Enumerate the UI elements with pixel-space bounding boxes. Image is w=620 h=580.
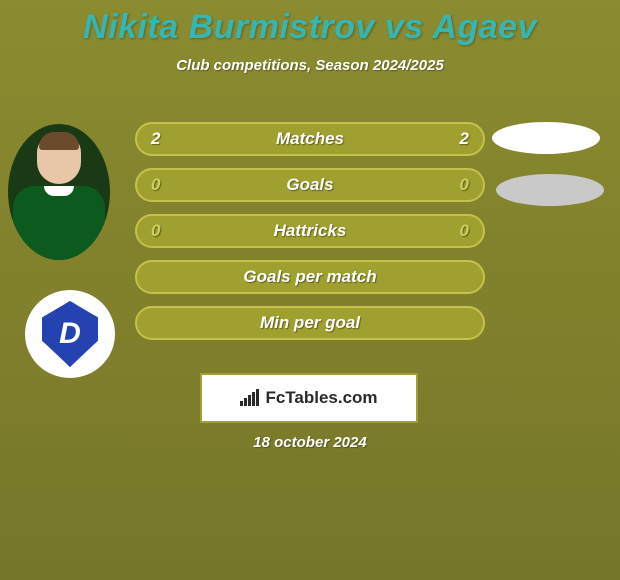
badge-letter: D	[59, 317, 81, 351]
stat-row: 0 Goals 0	[135, 168, 485, 202]
date-label: 18 october 2024	[0, 434, 620, 451]
player-avatar	[8, 124, 110, 260]
stat-value-right: 0	[460, 175, 469, 195]
brand-text: FcTables.com	[265, 388, 377, 408]
player-head	[37, 134, 81, 184]
brand-box: FcTables.com	[200, 373, 418, 423]
stat-value-left: 2	[151, 129, 160, 149]
stat-row: 0 Hattricks 0	[135, 214, 485, 248]
stat-value-left: 0	[151, 221, 160, 241]
stat-label: Min per goal	[260, 313, 360, 333]
stat-value-right: 0	[460, 221, 469, 241]
stat-label: Goals per match	[243, 267, 376, 287]
stat-value-left: 0	[151, 175, 160, 195]
stat-label: Hattricks	[274, 221, 347, 241]
stat-label: Goals	[286, 175, 333, 195]
page-title: Nikita Burmistrov vs Agaev	[0, 0, 620, 47]
comparison-infographic: Nikita Burmistrov vs Agaev Club competit…	[0, 0, 620, 580]
subtitle: Club competitions, Season 2024/2025	[0, 57, 620, 74]
stat-row: Min per goal	[135, 306, 485, 340]
stat-row: 2 Matches 2	[135, 122, 485, 156]
club-badge: D	[25, 290, 115, 378]
player-hair	[39, 132, 79, 150]
stat-row: Goals per match	[135, 260, 485, 294]
jersey-collar	[44, 186, 74, 196]
right-avatar-placeholder-2	[496, 174, 604, 206]
stat-value-right: 2	[460, 129, 469, 149]
right-avatar-placeholder-1	[492, 122, 600, 154]
stat-label: Matches	[276, 129, 344, 149]
player-jersey	[13, 186, 105, 260]
player-portrait	[8, 124, 110, 260]
bar-chart-icon	[240, 390, 259, 406]
badge-shield: D	[42, 301, 98, 367]
